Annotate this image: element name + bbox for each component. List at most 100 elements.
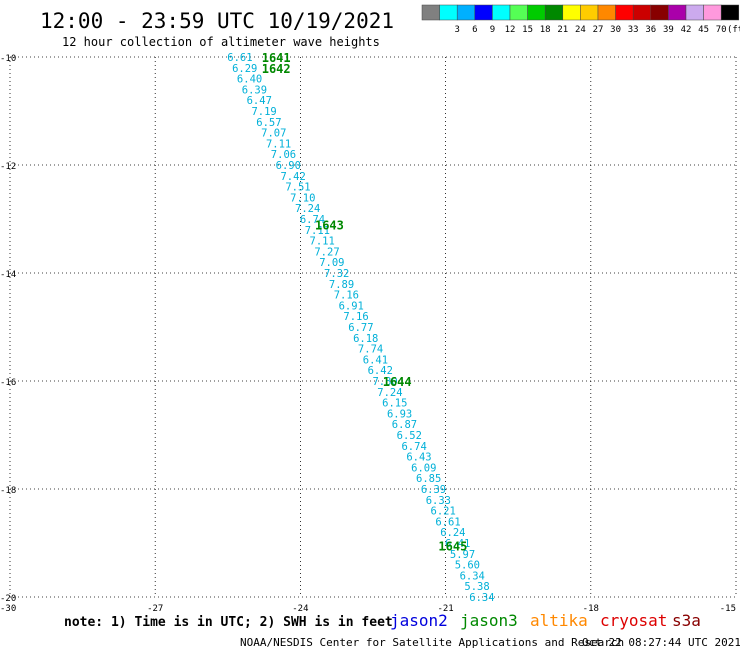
legend-label-14: 42 [681, 25, 692, 35]
legend-label-10: 30 [610, 25, 621, 35]
swh-point-10: 6.90 [276, 160, 301, 172]
legend-swatch-6 [527, 4, 546, 21]
satellite-s3a: s3a [672, 611, 701, 630]
satellite-legend: jason2 jason3 altika cryosat s3a [390, 611, 701, 630]
swh-point-24: 7.16 [343, 311, 368, 323]
y-tick-label-2: -14 [0, 270, 16, 280]
legend-label-3: 9 [490, 25, 495, 35]
time-label-4: 1645 [438, 540, 467, 554]
swh-point-45: 6.41 [445, 538, 470, 550]
swh-point-30: 7.30 [372, 376, 397, 388]
swh-point-15: 6.74 [300, 214, 325, 226]
legend-swatch-1 [439, 4, 458, 21]
legend-label-4: 12 [505, 25, 516, 35]
legend-swatch-16 [703, 4, 722, 21]
swh-point-1: 6.29 [232, 63, 257, 75]
swh-point-16: 7.11 [305, 225, 330, 237]
legend-swatch-4 [492, 4, 511, 21]
swh-point-40: 6.39 [421, 484, 446, 496]
legend-swatch-3 [474, 4, 493, 21]
x-tick-label-3: -21 [437, 604, 453, 614]
x-tick-label-5: -15 [720, 604, 736, 614]
legend-unit: (ft) [727, 25, 740, 35]
swh-point-17: 7.11 [310, 236, 335, 248]
legend-label-13: 39 [663, 25, 674, 35]
swh-point-34: 6.87 [392, 419, 417, 431]
swh-point-12: 7.51 [285, 182, 310, 194]
x-tick-label-4: -18 [583, 604, 599, 614]
swh-point-7: 7.07 [261, 128, 286, 140]
timestamp-text: Oct 22 08:27:44 UTC 2021 [582, 636, 740, 649]
swh-point-48: 6.34 [460, 570, 485, 582]
legend-swatch-10 [597, 4, 616, 21]
legend-swatch-12 [632, 4, 652, 21]
swh-point-4: 6.47 [247, 95, 272, 107]
y-tick-label-4: -18 [0, 486, 16, 496]
chart-title: 12:00 - 23:59 UTC 10/19/2021 [40, 9, 394, 33]
legend-swatch-2 [456, 4, 476, 21]
x-tick-label-2: -24 [292, 604, 308, 614]
legend-swatch-5 [509, 4, 528, 21]
swh-point-21: 7.89 [329, 279, 354, 291]
satellite-cryosat: cryosat [600, 611, 667, 630]
x-tick-label-0: -30 [0, 604, 16, 614]
legend-label-9: 27 [593, 25, 604, 35]
satellite-jason3: jason3 [460, 611, 518, 630]
legend-label-1: 3 [454, 25, 459, 35]
time-label-1: 1642 [262, 62, 291, 76]
grid [9, 56, 737, 598]
legend-label-5: 15 [522, 25, 533, 35]
legend-label-16: 70 [716, 25, 727, 35]
legend-label-11: 33 [628, 25, 639, 35]
swh-point-41: 6.33 [426, 495, 451, 507]
swh-point-20: 7.32 [324, 268, 349, 280]
swh-point-8: 7.11 [266, 138, 291, 150]
swh-point-28: 6.41 [363, 354, 388, 366]
legend-label-6: 18 [540, 25, 551, 35]
chart-subtitle: 12 hour collection of altimeter wave hei… [62, 35, 380, 49]
swh-point-32: 6.15 [382, 398, 407, 410]
swh-point-39: 6.85 [416, 473, 441, 485]
swh-point-38: 6.09 [411, 462, 436, 474]
swh-point-0: 6.61 [227, 52, 252, 64]
swh-point-50: 6.34 [469, 592, 494, 604]
legend-label-7: 21 [557, 25, 568, 35]
legend-swatch-15 [685, 4, 704, 21]
satellite-altika: altika [530, 611, 588, 630]
swh-point-36: 6.74 [401, 441, 426, 453]
legend-label-12: 36 [645, 25, 656, 35]
swh-point-42: 6.21 [431, 506, 456, 518]
y-tick-label-5: -20 [0, 594, 16, 604]
legend-swatch-14 [668, 4, 687, 21]
legend-swatch-11 [615, 4, 634, 21]
swh-point-29: 6.42 [368, 365, 393, 377]
swh-point-22: 7.16 [334, 290, 359, 302]
time-label-3: 1644 [383, 375, 412, 389]
swh-point-35: 6.52 [397, 430, 422, 442]
swh-point-43: 6.61 [435, 516, 460, 528]
swh-point-3: 6.39 [242, 84, 267, 96]
legend-swatch-7 [544, 4, 564, 21]
y-tick-label-0: -10 [0, 54, 16, 64]
satellite-jason2: jason2 [390, 611, 448, 630]
legend-label-2: 6 [472, 25, 477, 35]
swh-point-18: 7.27 [314, 246, 339, 258]
swh-point-49: 5.38 [464, 581, 489, 593]
swh-point-2: 6.40 [237, 74, 262, 86]
legend-swatch-9 [580, 4, 599, 21]
legend-swatch-13 [650, 4, 669, 21]
footnote: note: 1) Time is in UTC; 2) SWH is in fe… [64, 615, 393, 630]
legend-label-8: 24 [575, 25, 586, 35]
swh-point-14: 7.24 [295, 203, 320, 215]
x-tick-label-1: -27 [147, 604, 163, 614]
credit-text: NOAA/NESDIS Center for Satellite Applica… [240, 636, 624, 649]
swh-point-23: 6.91 [339, 300, 364, 312]
swh-point-11: 7.42 [280, 171, 305, 183]
y-tick-label-1: -12 [0, 162, 16, 172]
swh-point-25: 6.77 [348, 322, 373, 334]
swh-point-6: 6.57 [256, 117, 281, 129]
swh-point-47: 5.60 [455, 560, 480, 572]
swh-point-27: 7.74 [358, 344, 383, 356]
